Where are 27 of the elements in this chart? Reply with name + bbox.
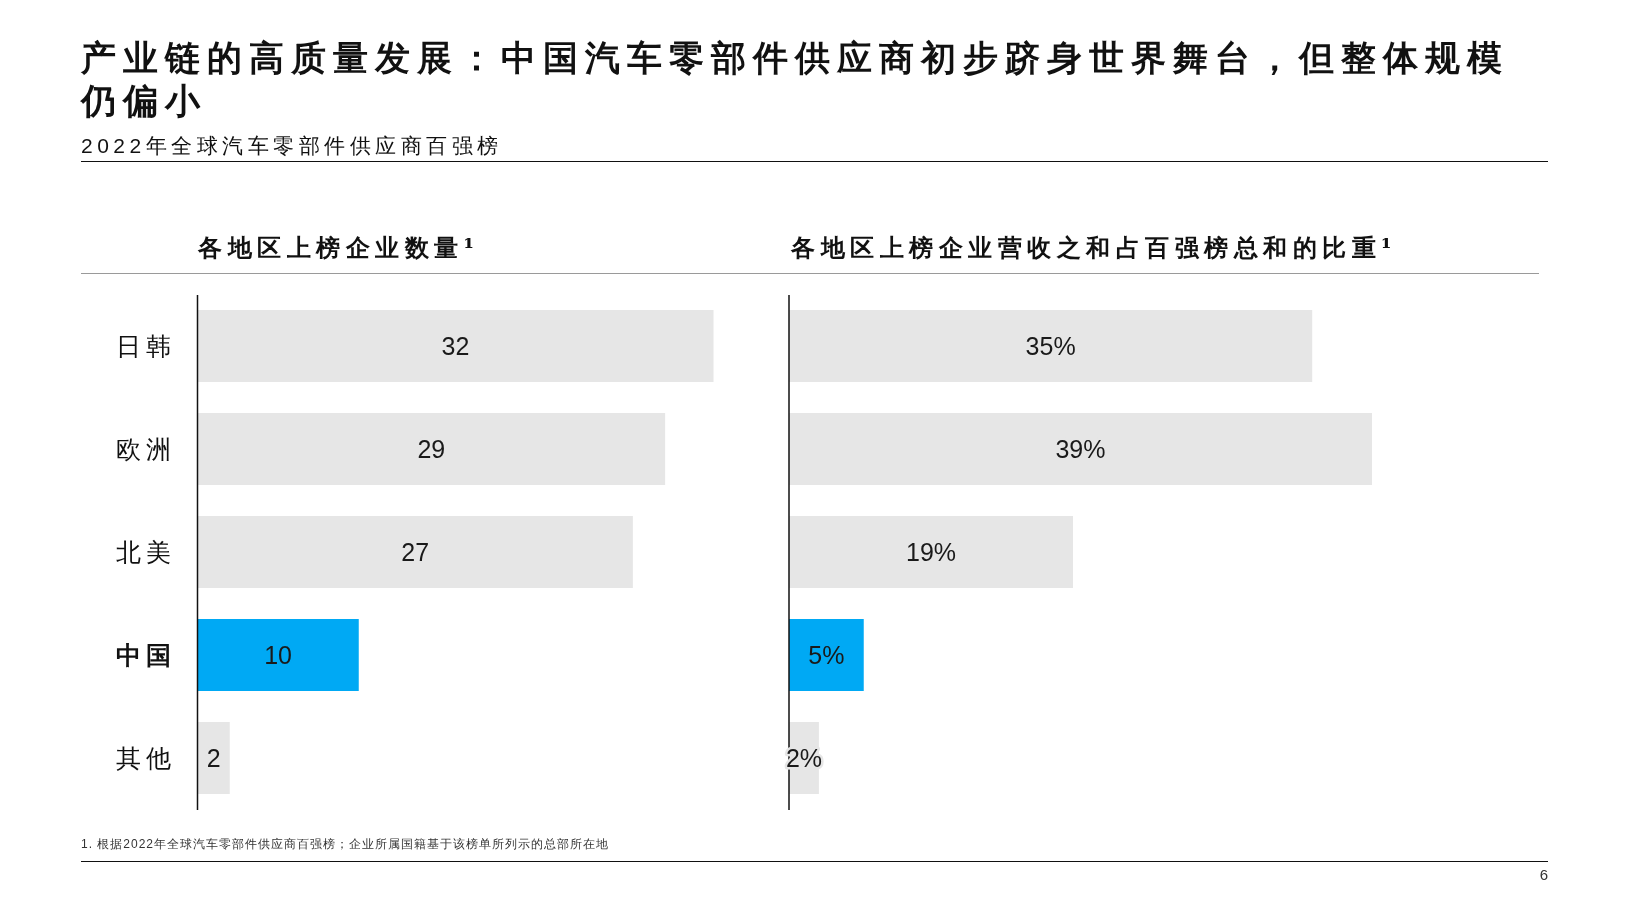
bar xyxy=(789,413,1372,485)
data-label: 39% xyxy=(1055,435,1106,463)
text: 2022年全球汽车零部件供应商百强榜 xyxy=(81,133,503,159)
y-tick-label: 中国 xyxy=(115,640,176,670)
data-label: 27 xyxy=(401,538,430,566)
bar xyxy=(789,310,1313,382)
data-label: 5% xyxy=(808,641,845,669)
chart-title: 各地区上榜企业营收之和占百强榜总和的比重¹ xyxy=(790,232,1398,262)
bar xyxy=(197,516,633,588)
data-label: 19% xyxy=(905,538,957,566)
y-tick-label: 欧洲 xyxy=(115,434,176,464)
data-label: 29 xyxy=(417,435,446,463)
data-label: 10 xyxy=(264,641,293,669)
chart-title: 各地区上榜企业数量¹ xyxy=(197,232,480,262)
y-tick-label: 日韩 xyxy=(115,331,176,361)
bar xyxy=(197,310,714,382)
y-tick-label: 北美 xyxy=(115,537,176,567)
bar xyxy=(197,619,359,691)
text: 1. 根据2022年全球汽车零部件供应商百强榜；企业所属国籍基于该榜单所列示的总部所在地 xyxy=(81,836,610,852)
data-label: 2 xyxy=(206,744,221,772)
y-tick-label: 其他 xyxy=(115,743,176,773)
text: 产业链的高质量发展：中国汽车零部件供应商初步跻身世界舞台，但整体规模仍偏小 xyxy=(81,36,1510,122)
text: 6 xyxy=(1539,865,1548,885)
data-label: 35% xyxy=(1025,332,1076,360)
bar xyxy=(197,413,666,485)
data-label: 32 xyxy=(441,332,470,360)
bar xyxy=(789,516,1074,588)
